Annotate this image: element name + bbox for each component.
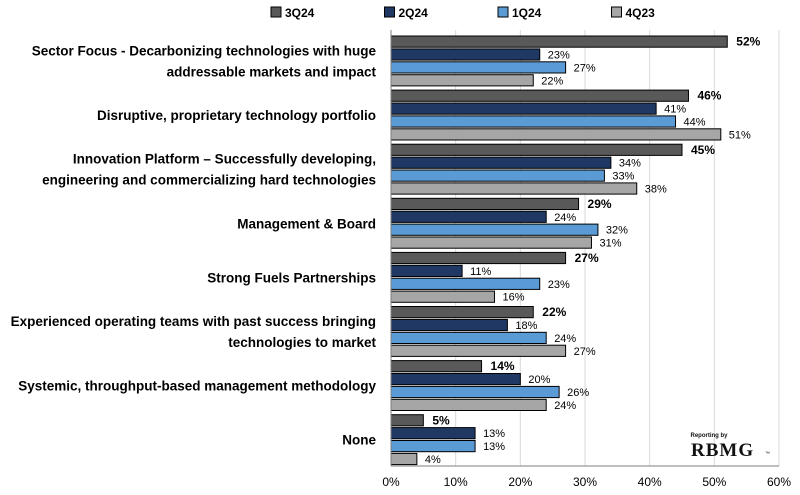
- bar-1q24: [390, 223, 599, 236]
- data-label: 33%: [612, 171, 634, 183]
- category-labels: Sector Focus - Decarbonizing technologie…: [11, 43, 377, 447]
- bar-1q24: [390, 169, 605, 182]
- data-label: 23%: [548, 279, 570, 291]
- bar-4q23: [390, 236, 592, 249]
- bar-2q24: [390, 318, 508, 332]
- x-tick-label: 60%: [767, 475, 791, 489]
- x-tick-label: 20%: [508, 475, 532, 489]
- bar-3q24: [390, 143, 683, 156]
- data-label: 45%: [691, 143, 715, 157]
- data-label: 27%: [574, 62, 596, 74]
- bar-4q23: [390, 128, 722, 141]
- data-label: 24%: [554, 212, 576, 224]
- x-tick-label: 40%: [638, 475, 662, 489]
- data-label: 18%: [515, 320, 537, 332]
- legend-swatch-1q24: [497, 6, 509, 18]
- category-label: Innovation Platform – Successfully devel…: [42, 152, 376, 188]
- bar-2q24: [390, 427, 476, 440]
- bar-2q24: [390, 102, 657, 115]
- data-label: 24%: [554, 333, 576, 345]
- category-label: Sector Focus - Decarbonizing technologie…: [32, 43, 377, 79]
- data-label: 11%: [470, 266, 491, 278]
- bar-1q24: [390, 61, 567, 74]
- data-label: 32%: [606, 225, 628, 237]
- data-label: 27%: [574, 346, 596, 358]
- rbmg-wordmark: RBMG: [691, 440, 754, 461]
- legend-label-2q24: 2Q24: [399, 6, 429, 20]
- bar-3q24: [390, 414, 424, 427]
- data-label: 22%: [541, 75, 563, 87]
- legend-swatch-3q24: [270, 6, 282, 18]
- data-label: 27%: [575, 251, 599, 265]
- category-label: Management & Board: [237, 216, 376, 231]
- data-label: 31%: [599, 238, 621, 250]
- data-label: 46%: [697, 89, 721, 103]
- bar-4q23: [390, 452, 418, 466]
- bar-4q23: [390, 344, 567, 357]
- bar-1q24: [390, 115, 677, 128]
- data-label: 52%: [736, 35, 760, 49]
- x-tick-label: 30%: [573, 475, 597, 489]
- data-label: 13%: [483, 428, 505, 440]
- legend-swatch-2q24: [384, 6, 395, 18]
- bar-2q24: [390, 264, 463, 277]
- data-label: 20%: [528, 374, 550, 386]
- bar-2q24: [390, 48, 541, 61]
- bar-4q23: [390, 290, 495, 303]
- legend: 3Q24 2Q24 1Q24 4Q23: [270, 6, 656, 20]
- data-label: 16%: [502, 292, 524, 304]
- category-label: Experienced operating teams with past su…: [11, 314, 377, 350]
- bar-1q24: [390, 440, 476, 453]
- bar-3q24: [390, 197, 580, 211]
- bar-4q23: [390, 398, 547, 411]
- x-axis: 0% 10% 20% 30% 40% 50% 60%: [382, 30, 791, 489]
- category-label: Disruptive, proprietary technology portf…: [97, 108, 376, 123]
- bar-1q24: [390, 331, 547, 344]
- data-label: 51%: [729, 129, 751, 141]
- bar-1q24: [390, 277, 541, 290]
- legend-swatch-4q23: [611, 6, 622, 18]
- legend-label-1q24: 1Q24: [512, 6, 542, 20]
- bars: 52% 23% 27% 22% 46% 41%44% 51% 45% 34%33% 38% 29% 2…: [390, 35, 761, 466]
- category-label: None: [342, 433, 376, 448]
- bar-4q23: [390, 74, 534, 87]
- bar-1q24: [390, 385, 560, 399]
- trademark-symbol: ™: [765, 451, 770, 457]
- legend-label-3q24: 3Q24: [285, 6, 315, 20]
- data-label: 13%: [483, 441, 505, 453]
- data-label: 38%: [645, 184, 667, 196]
- data-label: 26%: [567, 387, 589, 399]
- reporting-by-text: Reporting by: [691, 433, 729, 439]
- x-tick-label: 50%: [702, 475, 726, 489]
- data-label: 41%: [664, 104, 686, 116]
- bar-3q24: [390, 89, 689, 102]
- bar-2q24: [390, 156, 612, 169]
- legend-label-4q23: 4Q23: [626, 6, 656, 20]
- data-label: 4%: [425, 454, 441, 466]
- data-label: 29%: [588, 197, 612, 211]
- rbmg-logo: Reporting by RBMG ™: [691, 433, 771, 461]
- bar-4q23: [390, 182, 638, 195]
- data-label: 24%: [554, 400, 576, 412]
- bar-2q24: [390, 210, 547, 223]
- x-tick-label: 0%: [382, 475, 400, 489]
- category-label: Strong Fuels Partnerships: [207, 270, 376, 285]
- data-label: 34%: [619, 158, 641, 170]
- bar-2q24: [390, 373, 521, 386]
- bar-3q24: [390, 306, 534, 319]
- bar-3q24: [390, 35, 728, 48]
- category-label: Systemic, throughput-based management me…: [18, 379, 376, 394]
- data-label: 44%: [684, 117, 706, 129]
- bar-3q24: [390, 251, 567, 265]
- bar-3q24: [390, 360, 483, 373]
- data-label: 22%: [542, 305, 566, 319]
- data-label: 5%: [432, 413, 450, 427]
- data-label: 23%: [548, 50, 570, 62]
- x-tick-label: 10%: [444, 475, 468, 489]
- data-label: 14%: [491, 359, 515, 373]
